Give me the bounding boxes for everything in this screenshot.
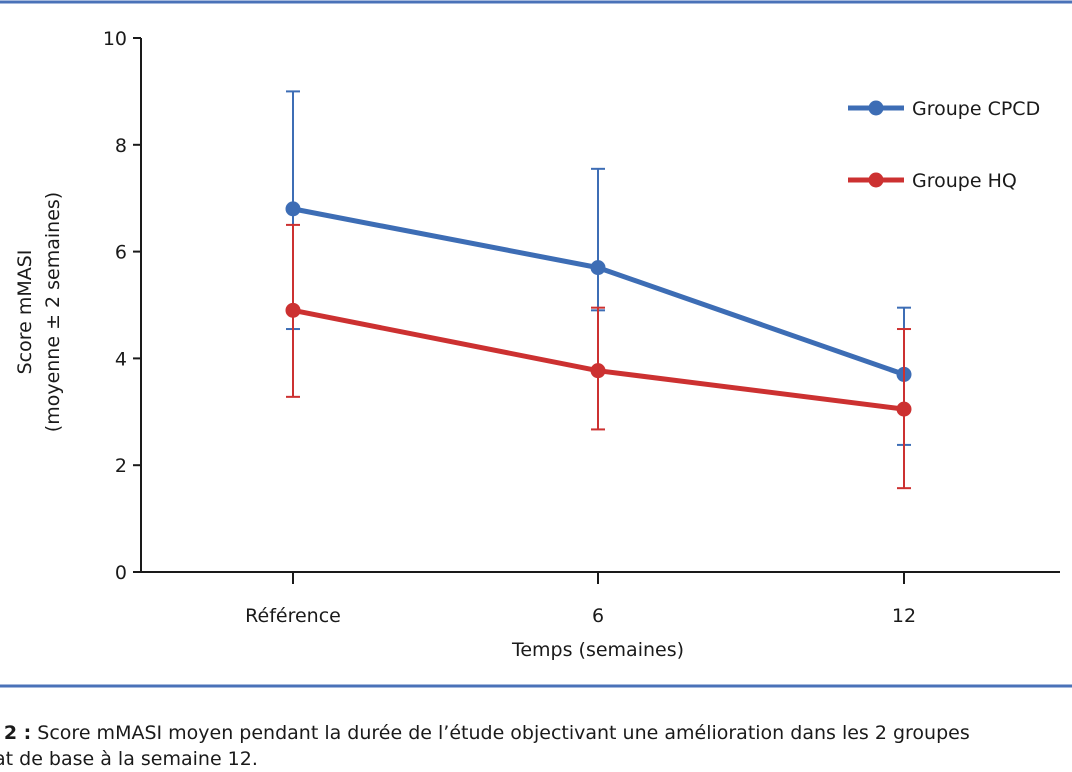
y-tick-label: 8: [115, 135, 127, 157]
legend-marker: [868, 172, 884, 188]
caption-text: Score mMASI moyen pendant la durée de l’…: [31, 722, 970, 744]
y-axis-subtitle: (moyenne ± 2 semaines): [42, 192, 64, 432]
x-axis-title: Temps (semaines): [511, 639, 684, 661]
figure-caption: . 2 : Score mMASI moyen pendant la durée…: [0, 720, 1072, 772]
legend-label: Groupe CPCD: [912, 98, 1040, 120]
plot-area: 0 2 4 6 8 10 Référence 6 12 Temps (semaines) Score…: [14, 28, 1060, 661]
caption-lead: . 2 :: [0, 722, 32, 744]
legend-marker: [868, 100, 884, 116]
chart: 0 2 4 6 8 10 Référence 6 12 Temps (semaines) Score…: [0, 0, 1072, 688]
data-point: [285, 201, 301, 217]
caption-line2: at de base à la semaine 12.: [0, 748, 258, 770]
data-point: [285, 302, 301, 318]
data-point: [590, 260, 606, 276]
y-tick-label: 10: [103, 28, 127, 50]
y-tick-label: 4: [115, 348, 127, 370]
x-tick-label: Référence: [245, 605, 341, 627]
data-point: [896, 401, 912, 417]
y-tick-label: 0: [115, 562, 127, 584]
x-tick-label: 12: [892, 605, 916, 627]
y-axis-title: Score mMASI: [14, 250, 36, 375]
data-point: [590, 363, 606, 379]
x-tick-label: 6: [592, 605, 604, 627]
y-tick-label: 6: [115, 242, 127, 264]
legend-label: Groupe HQ: [912, 170, 1017, 192]
y-tick-label: 2: [115, 455, 127, 477]
